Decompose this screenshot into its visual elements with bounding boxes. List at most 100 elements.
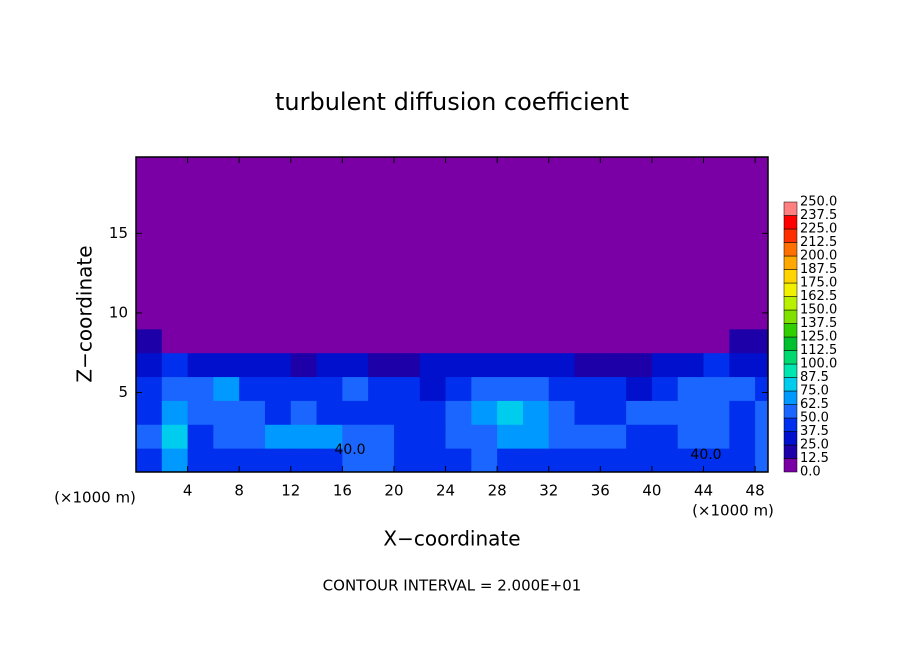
x-unit: (×1000 m) xyxy=(692,502,774,520)
field-cell xyxy=(316,424,343,449)
colorbar-band xyxy=(783,296,798,311)
field-cell xyxy=(342,352,369,378)
field-cell xyxy=(522,157,550,330)
field-cell xyxy=(651,400,679,425)
field-cell xyxy=(187,157,214,330)
colorbar-label: 187.5 xyxy=(800,262,837,277)
colorbar-label: 0.0 xyxy=(800,465,821,480)
x-tick-label: 16 xyxy=(333,482,352,500)
field-cell xyxy=(316,400,343,425)
field-cell xyxy=(755,328,768,354)
field-cell xyxy=(574,352,601,378)
field-cell xyxy=(471,352,498,378)
field-cell xyxy=(626,424,653,449)
field-cell xyxy=(703,400,730,425)
field-cell xyxy=(290,376,318,401)
field-cell xyxy=(445,328,472,354)
field-cell xyxy=(136,400,163,425)
field-cell xyxy=(264,157,292,330)
field-cell xyxy=(316,448,343,472)
field-cell xyxy=(600,157,627,330)
field-cell xyxy=(393,157,421,330)
field-cell xyxy=(239,400,266,425)
colorbar-label: 212.5 xyxy=(800,235,837,250)
field-cell xyxy=(342,376,369,401)
field-cell xyxy=(419,157,447,330)
x-tick-label: 44 xyxy=(694,482,713,500)
x-tick-label: 24 xyxy=(436,482,455,500)
field-cell xyxy=(136,376,163,401)
field-cell xyxy=(729,424,756,449)
field-cell xyxy=(497,424,524,449)
colorbar-label: 150.0 xyxy=(800,303,837,318)
field-cell xyxy=(471,448,498,472)
field-cell xyxy=(471,424,498,449)
colorbar-label: 75.0 xyxy=(800,384,829,399)
field-cell xyxy=(290,352,318,378)
field-cell xyxy=(600,424,627,449)
colorbar-band xyxy=(783,350,798,365)
field-cell xyxy=(187,328,214,354)
field-cell xyxy=(187,352,214,378)
field-cell xyxy=(626,448,653,472)
contour-label: 40.0 xyxy=(334,442,365,458)
field-cell xyxy=(445,448,472,472)
field-cell xyxy=(522,400,550,425)
field-cell xyxy=(136,424,163,449)
field-cell xyxy=(574,376,601,401)
field-cell xyxy=(651,448,679,472)
y-axis-label: Z−coordinate xyxy=(73,245,97,382)
colorbar-label: 12.5 xyxy=(800,451,829,466)
field-cell xyxy=(574,328,601,354)
field-cell xyxy=(239,157,266,330)
colorbar-label: 25.0 xyxy=(800,438,829,453)
colorbar-band xyxy=(783,269,798,284)
field-cell xyxy=(368,328,395,354)
field-cell xyxy=(342,328,369,354)
field-cell xyxy=(264,328,292,354)
field-cell xyxy=(574,448,601,472)
field-cell xyxy=(419,448,447,472)
colorbar-band xyxy=(783,431,798,446)
colorbar-label: 225.0 xyxy=(800,222,837,237)
field-cell xyxy=(548,424,576,449)
colorbar-label: 87.5 xyxy=(800,370,829,385)
field-cell xyxy=(161,157,189,330)
field-cell xyxy=(264,400,292,425)
field-cell xyxy=(497,157,524,330)
field-cell xyxy=(626,157,653,330)
field-cell xyxy=(213,424,240,449)
field-cell xyxy=(161,376,189,401)
colorbar-band xyxy=(783,255,798,270)
field-cell xyxy=(264,448,292,472)
field-cell xyxy=(703,352,730,378)
field-cell xyxy=(264,376,292,401)
field-cell xyxy=(445,376,472,401)
field-cell xyxy=(136,448,163,472)
y-tick-label: 5 xyxy=(118,383,128,401)
field-cell xyxy=(471,400,498,425)
field-cell xyxy=(445,157,472,330)
field-cell xyxy=(419,328,447,354)
field-cell xyxy=(677,376,705,401)
field-cell xyxy=(213,448,240,472)
field-cell xyxy=(368,352,395,378)
field-cell xyxy=(187,376,214,401)
field-cell xyxy=(213,157,240,330)
colorbar-band xyxy=(783,336,798,351)
field-cell xyxy=(651,157,679,330)
colorbar-band xyxy=(783,215,798,230)
field-cell xyxy=(187,400,214,425)
field-cell xyxy=(548,400,576,425)
field-cell xyxy=(548,157,576,330)
field-cell xyxy=(136,157,163,330)
field-cell xyxy=(497,328,524,354)
colorbar-label: 62.5 xyxy=(800,397,829,412)
field-cell xyxy=(316,328,343,354)
field-cell xyxy=(497,376,524,401)
field-cell xyxy=(677,157,705,330)
field-cell xyxy=(626,352,653,378)
field-cell xyxy=(316,376,343,401)
field-cell xyxy=(703,376,730,401)
field-cell xyxy=(755,157,768,330)
